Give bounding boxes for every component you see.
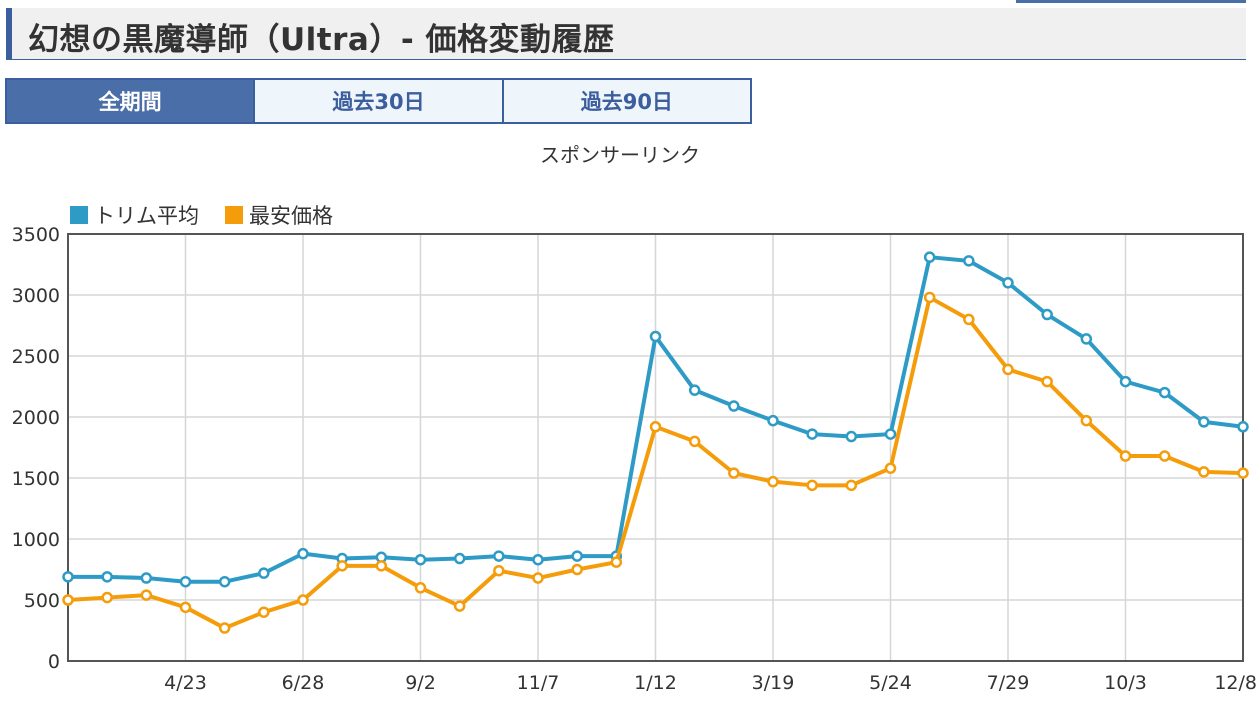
series-0-point	[62, 571, 74, 583]
series-1-point	[806, 479, 818, 492]
series-0-point	[140, 572, 153, 584]
series-0-point	[1002, 277, 1014, 289]
legend-item-trim-average[interactable]: トリム平均	[70, 200, 199, 230]
y-tick-label: 3000	[12, 285, 60, 307]
series-0-point	[414, 553, 427, 566]
sponsor-link-label: スポンサーリンク	[540, 143, 700, 167]
series-1-point	[1158, 450, 1171, 462]
series-1-point	[101, 591, 113, 604]
series-1-point	[336, 560, 348, 572]
x-tick-label: 4/23	[164, 672, 207, 694]
series-1-point	[884, 462, 897, 474]
price-history-chart: 0 500 1000 1500 2000 2500 3000 3500 4/23 6/28 9/2 1…	[12, 224, 1257, 694]
series-0-point	[493, 550, 505, 562]
series-0-point	[767, 414, 779, 427]
series-0-point	[1119, 375, 1132, 388]
tab-past-90-days[interactable]: 過去90日	[503, 80, 750, 122]
legend-swatch-trim-average	[70, 206, 88, 224]
series-0-point	[1041, 308, 1053, 321]
series-1-point	[728, 467, 740, 479]
x-tick-label: 6/28	[282, 672, 325, 694]
series-0-point	[1198, 416, 1210, 428]
y-tick-label: 1000	[12, 529, 60, 551]
x-tick-label: 1/12	[634, 672, 677, 694]
series-1-point	[258, 606, 270, 618]
series-1-point	[767, 475, 779, 488]
y-tick-label: 1500	[12, 468, 60, 490]
legend-label-trim-average: トリム平均	[94, 204, 199, 228]
series-1-point	[923, 291, 936, 304]
x-tick-label: 10/3	[1104, 672, 1147, 694]
chart-legend: トリム平均 最安価格	[70, 200, 359, 230]
period-tabs: 全期間 過去30日 過去90日	[5, 78, 752, 124]
x-tick-label: 7/29	[987, 672, 1030, 694]
series-1-point	[1119, 450, 1132, 462]
series-0-point	[532, 553, 544, 566]
series-0-point	[1237, 421, 1249, 433]
series-1-point	[375, 560, 388, 572]
series-1-point	[1237, 467, 1249, 479]
series-1-point	[845, 479, 858, 492]
series-1-point	[414, 582, 427, 594]
series-0-point	[1080, 333, 1093, 345]
series-1-point	[1080, 414, 1093, 427]
series-1-point	[1041, 375, 1053, 388]
series-1-point	[493, 564, 505, 577]
legend-label-lowest-price: 最安価格	[249, 204, 333, 228]
tab-past-30-days[interactable]: 過去30日	[255, 80, 504, 122]
series-1-point	[62, 594, 74, 606]
series-0-point	[806, 428, 818, 440]
series-0-point	[571, 550, 583, 562]
header-accent-line	[1016, 0, 1246, 3]
plot-frame	[67, 233, 1244, 662]
series-1-point	[610, 556, 623, 568]
series-0-point	[963, 255, 975, 267]
legend-item-lowest-price[interactable]: 最安価格	[225, 200, 333, 230]
series-1-point	[688, 435, 701, 448]
series-0-point	[688, 384, 701, 396]
x-tick-label: 11/7	[517, 672, 560, 694]
legend-swatch-lowest-price	[225, 206, 243, 224]
series-0-point	[258, 567, 270, 579]
series-1-point	[297, 594, 309, 606]
series-0-point	[884, 428, 897, 440]
title-bar: 幻想の黒魔導師（Ultra）- 価格変動履歴	[6, 8, 1246, 60]
series-0-point	[101, 571, 113, 583]
x-tick-label: 3/19	[752, 672, 795, 694]
y-tick-label: 500	[24, 590, 60, 612]
x-tick-label: 9/2	[405, 672, 436, 694]
series-0-point	[179, 575, 192, 588]
series-0-point	[728, 400, 740, 412]
series-0-point	[218, 575, 231, 588]
series-1-point	[140, 589, 153, 601]
series-0-point	[1158, 386, 1171, 399]
series-0-point	[923, 251, 936, 263]
series-1-point	[963, 313, 975, 326]
x-tick-label: 5/24	[869, 672, 912, 694]
y-tick-label: 3500	[12, 224, 60, 246]
series-0-point	[845, 430, 858, 443]
series-1-point	[1002, 363, 1014, 376]
x-tick-label: 12/8	[1214, 672, 1257, 694]
series-1-point	[532, 572, 544, 584]
tab-all-period[interactable]: 全期間	[7, 80, 256, 122]
series-1-point	[571, 563, 583, 576]
series-0-point	[453, 552, 466, 565]
series-0-point	[297, 547, 309, 560]
y-tick-label: 2500	[12, 346, 60, 368]
y-tick-label: 0	[48, 651, 60, 673]
page-title: 幻想の黒魔導師（Ultra）- 価格変動履歴	[28, 22, 615, 58]
y-tick-label: 2000	[12, 407, 60, 429]
series-0-point	[649, 330, 662, 343]
series-1-point	[218, 622, 231, 634]
series-1-point	[1198, 466, 1210, 478]
series-1-point	[649, 421, 662, 433]
series-1-point	[453, 600, 466, 612]
series-1-point	[179, 601, 192, 614]
